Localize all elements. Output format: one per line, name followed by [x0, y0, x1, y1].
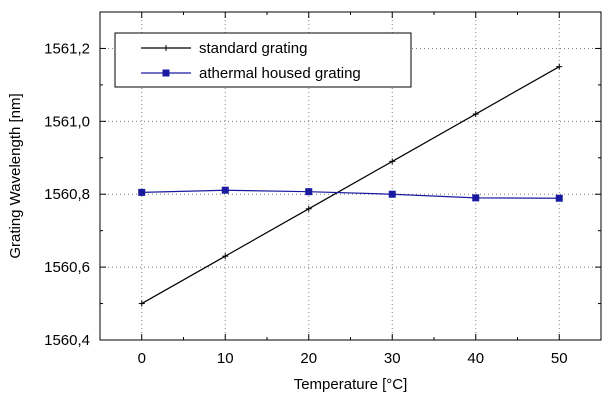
data-point-standard	[389, 158, 396, 165]
data-point-athermal	[388, 190, 396, 198]
legend-label-standard: standard grating	[199, 40, 307, 57]
x-tick-labels: 0 10 20 30 40 50	[138, 350, 568, 367]
series-athermal	[138, 186, 563, 202]
x-tick-label: 0	[138, 350, 146, 367]
grid	[100, 12, 601, 340]
legend-box	[114, 32, 412, 88]
y-tick-labels: 1560,4 1560,6 1560,8 1561,0 1561,2	[44, 40, 90, 349]
data-point-standard	[222, 253, 229, 260]
data-point-athermal	[305, 188, 313, 196]
x-tick-label: 50	[551, 350, 568, 367]
data-point-athermal	[138, 188, 146, 196]
y-tick-label: 1560,8	[44, 186, 90, 203]
x-tick-label: 20	[300, 350, 317, 367]
series-line-standard	[141, 66, 560, 305]
x-tick-label: 40	[467, 350, 484, 367]
axis-ticks	[100, 11, 601, 341]
legend-item-athermal: athermal housed grating	[141, 65, 361, 82]
legend-marker-standard	[163, 45, 169, 51]
data-point-athermal	[221, 186, 229, 194]
y-tick-label: 1560,6	[44, 259, 90, 276]
legend-marker-athermal	[162, 69, 170, 77]
series	[138, 63, 563, 307]
x-axis-title: Temperature [°C]	[294, 376, 408, 393]
legend-item-standard: standard grating	[141, 40, 307, 57]
y-tick-label: 1561,0	[44, 113, 90, 130]
series-line-athermal	[141, 189, 560, 199]
data-point-standard	[305, 205, 312, 212]
series-standard	[138, 63, 563, 307]
legend: standard grating athermal housed grating	[114, 32, 412, 88]
y-tick-label: 1561,2	[44, 40, 90, 57]
data-point-athermal	[472, 194, 480, 202]
legend-label-athermal: athermal housed grating	[199, 65, 361, 82]
data-point-standard	[472, 111, 479, 118]
y-tick-label: 1560,4	[44, 332, 90, 349]
x-tick-label: 10	[217, 350, 234, 367]
data-point-standard	[556, 63, 563, 70]
x-tick-label: 30	[384, 350, 401, 367]
y-axis-title: Grating Wavelength [nm]	[7, 93, 24, 258]
data-point-athermal	[555, 194, 563, 202]
data-point-standard	[138, 300, 145, 307]
